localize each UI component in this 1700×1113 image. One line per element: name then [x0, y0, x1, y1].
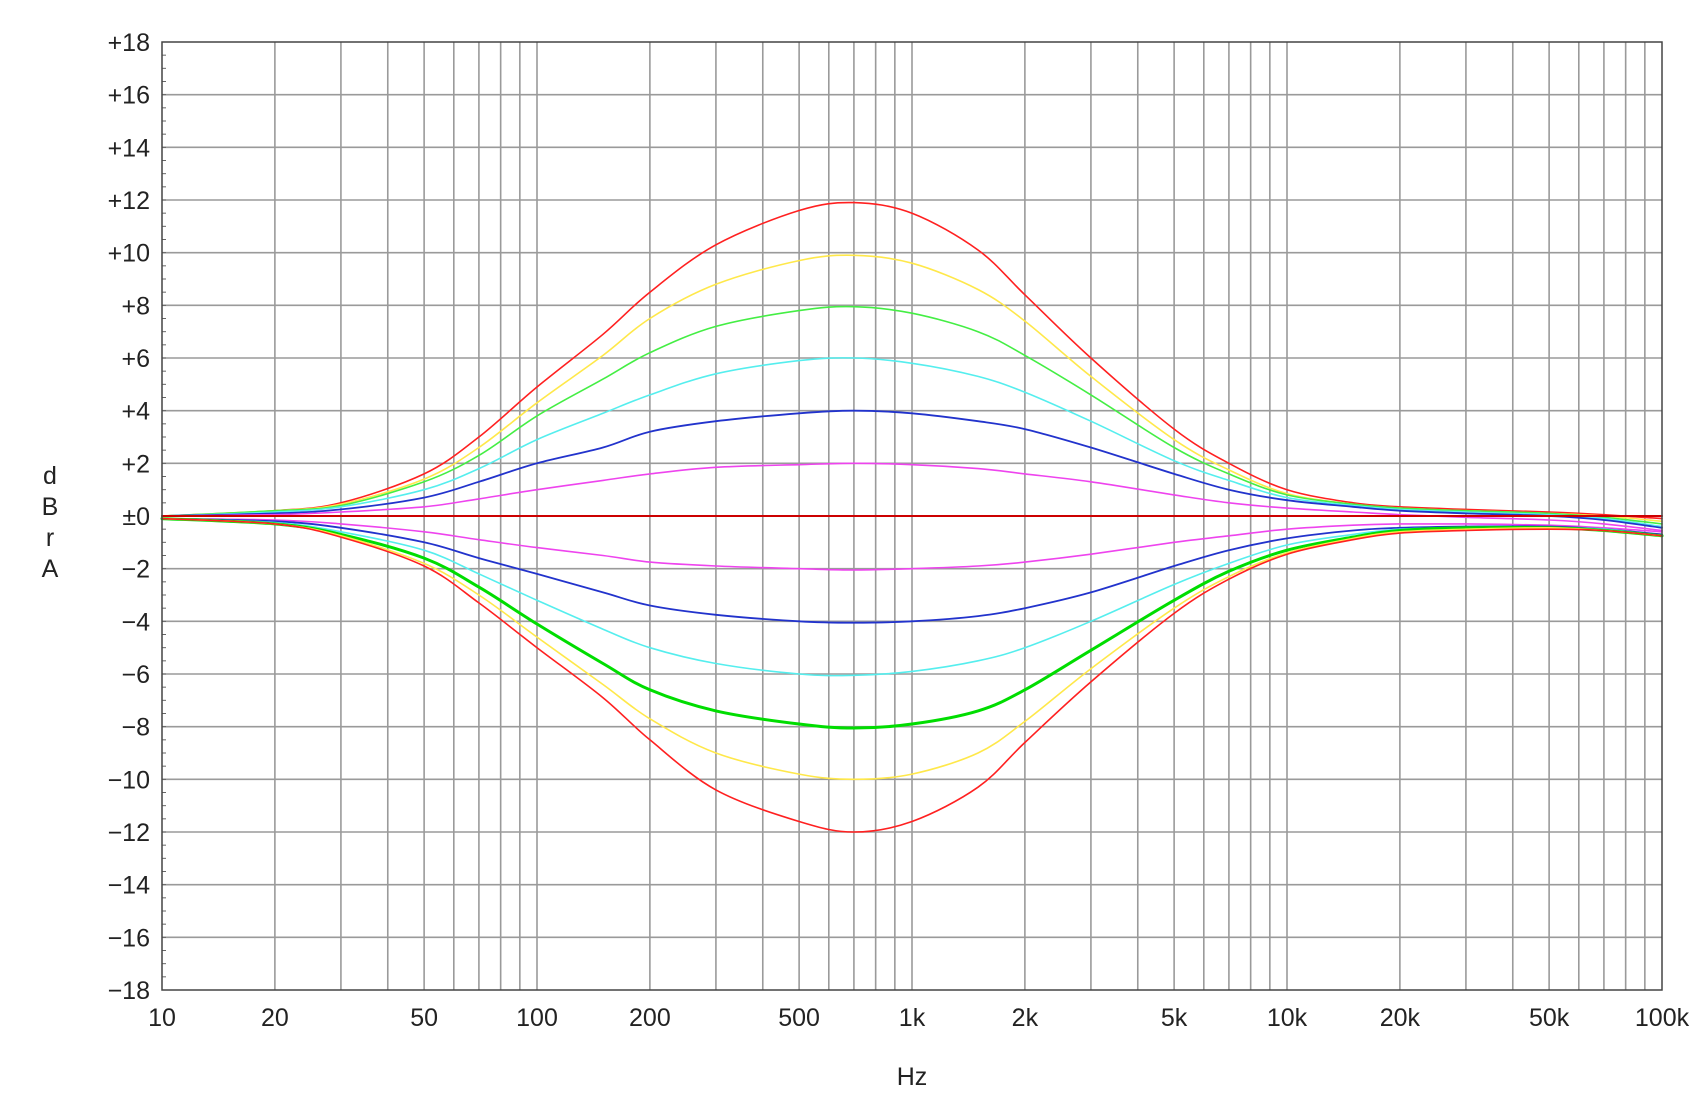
x-tick-label: 200 [629, 1004, 671, 1032]
series-line-11 [160, 517, 1664, 730]
series-line-4 [161, 357, 1663, 528]
x-tick-label: 20k [1380, 1004, 1421, 1032]
y-tick-label: +10 [108, 240, 150, 268]
y-axis-label-letter: A [42, 555, 59, 583]
series-line-3 [161, 305, 1663, 525]
y-axis-label-letter: B [42, 493, 59, 521]
y-tick-label: +2 [121, 450, 150, 478]
y-tick-label: −16 [108, 924, 150, 952]
x-tick-label: 10k [1267, 1004, 1308, 1032]
y-tick-label: +18 [108, 29, 150, 57]
x-axis-label: Hz [897, 1063, 928, 1091]
series-line-12 [161, 517, 1663, 781]
x-axis: 10 20 50 100 200 500 1k 2k 5k 10k 20k 50k 100k [148, 1004, 1690, 1032]
y-axis: +18 +16 +14 +12 +10 +8 +6 +4 +2 ±0 −2 −4 −6 −8 −10 −12 −… [108, 29, 151, 1005]
series-line-13 [161, 517, 1663, 833]
y-axis-label-letter: r [46, 524, 54, 552]
series-line-8 [161, 517, 1663, 571]
y-tick-label: −10 [108, 766, 150, 794]
y-tick-label: −18 [108, 977, 150, 1005]
series-layer [160, 201, 1664, 833]
y-tick-label: ±0 [122, 503, 150, 531]
x-tick-label: 5k [1161, 1004, 1188, 1032]
series-line-9 [161, 517, 1663, 624]
x-tick-label: 10 [148, 1004, 176, 1032]
series-line-6 [161, 462, 1663, 532]
y-tick-label: +6 [121, 345, 150, 373]
y-tick-label: +8 [121, 292, 150, 320]
x-tick-label: 2k [1012, 1004, 1039, 1032]
x-tick-label: 50 [410, 1004, 438, 1032]
y-tick-label: +14 [108, 134, 151, 162]
y-tick-label: +16 [108, 82, 150, 110]
y-tick-label: +4 [121, 398, 150, 426]
x-tick-label: 1k [899, 1004, 926, 1032]
series-line-1 [161, 201, 1663, 520]
y-tick-label: −14 [108, 872, 151, 900]
x-tick-label: 20 [261, 1004, 289, 1032]
y-tick-label: −2 [121, 556, 150, 584]
plot-frame [161, 41, 1663, 991]
y-axis-label-letter: d [43, 462, 57, 490]
series-line-5 [161, 409, 1663, 529]
y-tick-label: −4 [121, 608, 150, 636]
y-tick-label: −8 [121, 714, 150, 742]
y-tick-label: +12 [108, 187, 150, 215]
x-tick-label: 50k [1529, 1004, 1570, 1032]
x-tick-label: 100k [1635, 1004, 1690, 1032]
y-tick-label: −6 [121, 661, 150, 689]
x-tick-label: 100 [516, 1004, 558, 1032]
x-tick-label: 500 [778, 1004, 820, 1032]
y-tick-label: −12 [108, 819, 150, 847]
